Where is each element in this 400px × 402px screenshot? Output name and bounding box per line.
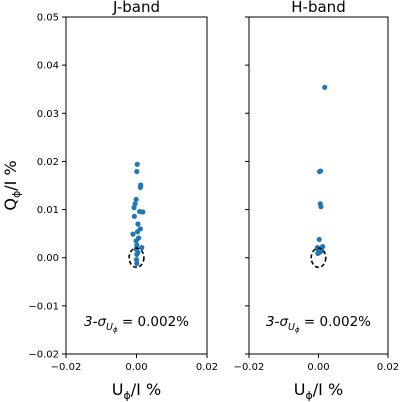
panel-2-annotation-subsub: ϕ	[295, 326, 300, 334]
panel-2-xlabel-rest: /I %	[313, 380, 343, 399]
panel-1-data-point	[133, 238, 139, 244]
panel-1-data-point	[137, 208, 143, 215]
panel-2-data-point	[316, 168, 323, 175]
panel-1-ytick-label: −0.02	[28, 350, 59, 361]
panel-1-ytick-label: 0.05	[37, 13, 59, 24]
panel-1-data-point	[134, 260, 140, 267]
panel-1-data-point	[134, 168, 140, 175]
panel-1-xlabel-rest: /I %	[131, 380, 161, 399]
panel-1-data-point	[137, 184, 143, 191]
panel-1-data-point	[130, 231, 136, 237]
panel-2-data-point	[320, 244, 326, 250]
panel-1-data-point	[134, 242, 140, 248]
panel-1-sigma-circle	[128, 247, 145, 269]
panel-1-ylabel-sub: ϕ	[10, 191, 23, 198]
panel-1-title: J-band	[112, 0, 160, 16]
panel-2-frame	[248, 16, 389, 355]
panel-1-data-point	[134, 251, 140, 257]
panel-1-annotation-value: = 0.002%	[118, 314, 190, 330]
panel-1-data-point	[135, 221, 141, 227]
panel-2-data-point	[322, 84, 328, 90]
panel-2-xlabel-main: U	[294, 380, 306, 399]
panel-1-xtick-label: 0.00	[125, 362, 147, 373]
panel-1-frame	[65, 16, 208, 355]
panel-1: J-band −0.02 0.00 0.02 −0.02 −0.01 0.00 0.01 0.0…	[1, 0, 218, 402]
panel-2-sigma-annotation: 3-σUϕ = 0.002%	[266, 314, 371, 334]
panel-2-xtick-label: 0.02	[377, 362, 399, 373]
panel-2-data-point	[316, 236, 322, 243]
panel-2-data-point	[318, 204, 324, 210]
panel-1-data-point	[134, 161, 140, 167]
panel-1-sigma-annotation: 3-σUϕ = 0.002%	[84, 314, 189, 334]
panel-2-xtick-label: 0.00	[307, 362, 329, 373]
panel-1-ytick-label: 0.00	[37, 253, 59, 264]
panel-2-sigma-circle	[310, 247, 327, 269]
panel-1-ytick-label: −0.01	[28, 301, 59, 312]
panel-1-ytick-label: 0.03	[37, 109, 59, 120]
panel-2-annotation-sub: U	[288, 322, 295, 333]
panel-1-xlabel-sub: ϕ	[124, 389, 131, 402]
panel-1-xlabel-main: U	[112, 380, 124, 399]
panel-1-ylabel-rest: /I %	[1, 160, 20, 190]
panel-1-annotation-prefix: 3-σ	[84, 314, 106, 330]
panel-1-xtick-label: −0.02	[51, 362, 82, 373]
panel-1-data-point	[134, 229, 141, 235]
panel-1-xtick-label: 0.02	[196, 362, 218, 373]
panel-1-ytick-label: 0.01	[37, 205, 59, 216]
panel-1-ytick-label: 0.04	[37, 61, 59, 72]
panel-1-ylabel-main: Q	[1, 198, 20, 211]
panel-1-data-point	[139, 245, 145, 251]
panel-2-annotation-value: = 0.002%	[300, 314, 372, 330]
panel-1-ytick-label: 0.02	[37, 157, 59, 168]
panel-1-data-point	[131, 205, 137, 211]
panel-2-xlabel-sub: ϕ	[306, 389, 313, 402]
panel-2-xtick-label: −0.02	[234, 362, 265, 373]
panel-2-xlabel: Uϕ/I %	[294, 380, 343, 402]
panel-1-ylabel: Qϕ/I %	[1, 160, 23, 210]
panel-1-data-point	[133, 257, 140, 263]
panel-2-title: H-band	[291, 0, 345, 16]
panel-2-annotation-prefix: 3-σ	[266, 314, 288, 330]
panel-2: H-band−0.02 0.00 0.023-σUϕ = 0.002%Uϕ/I %	[234, 0, 399, 402]
panel-1-data-point	[131, 213, 137, 219]
panel-1-annotation-subsub: ϕ	[113, 326, 118, 334]
panel-2-data-point	[315, 250, 321, 256]
panel-1-annotation-sub: U	[106, 322, 113, 333]
panel-1-data-point	[133, 196, 139, 203]
panel-1-xlabel: Uϕ/I %	[112, 380, 161, 402]
